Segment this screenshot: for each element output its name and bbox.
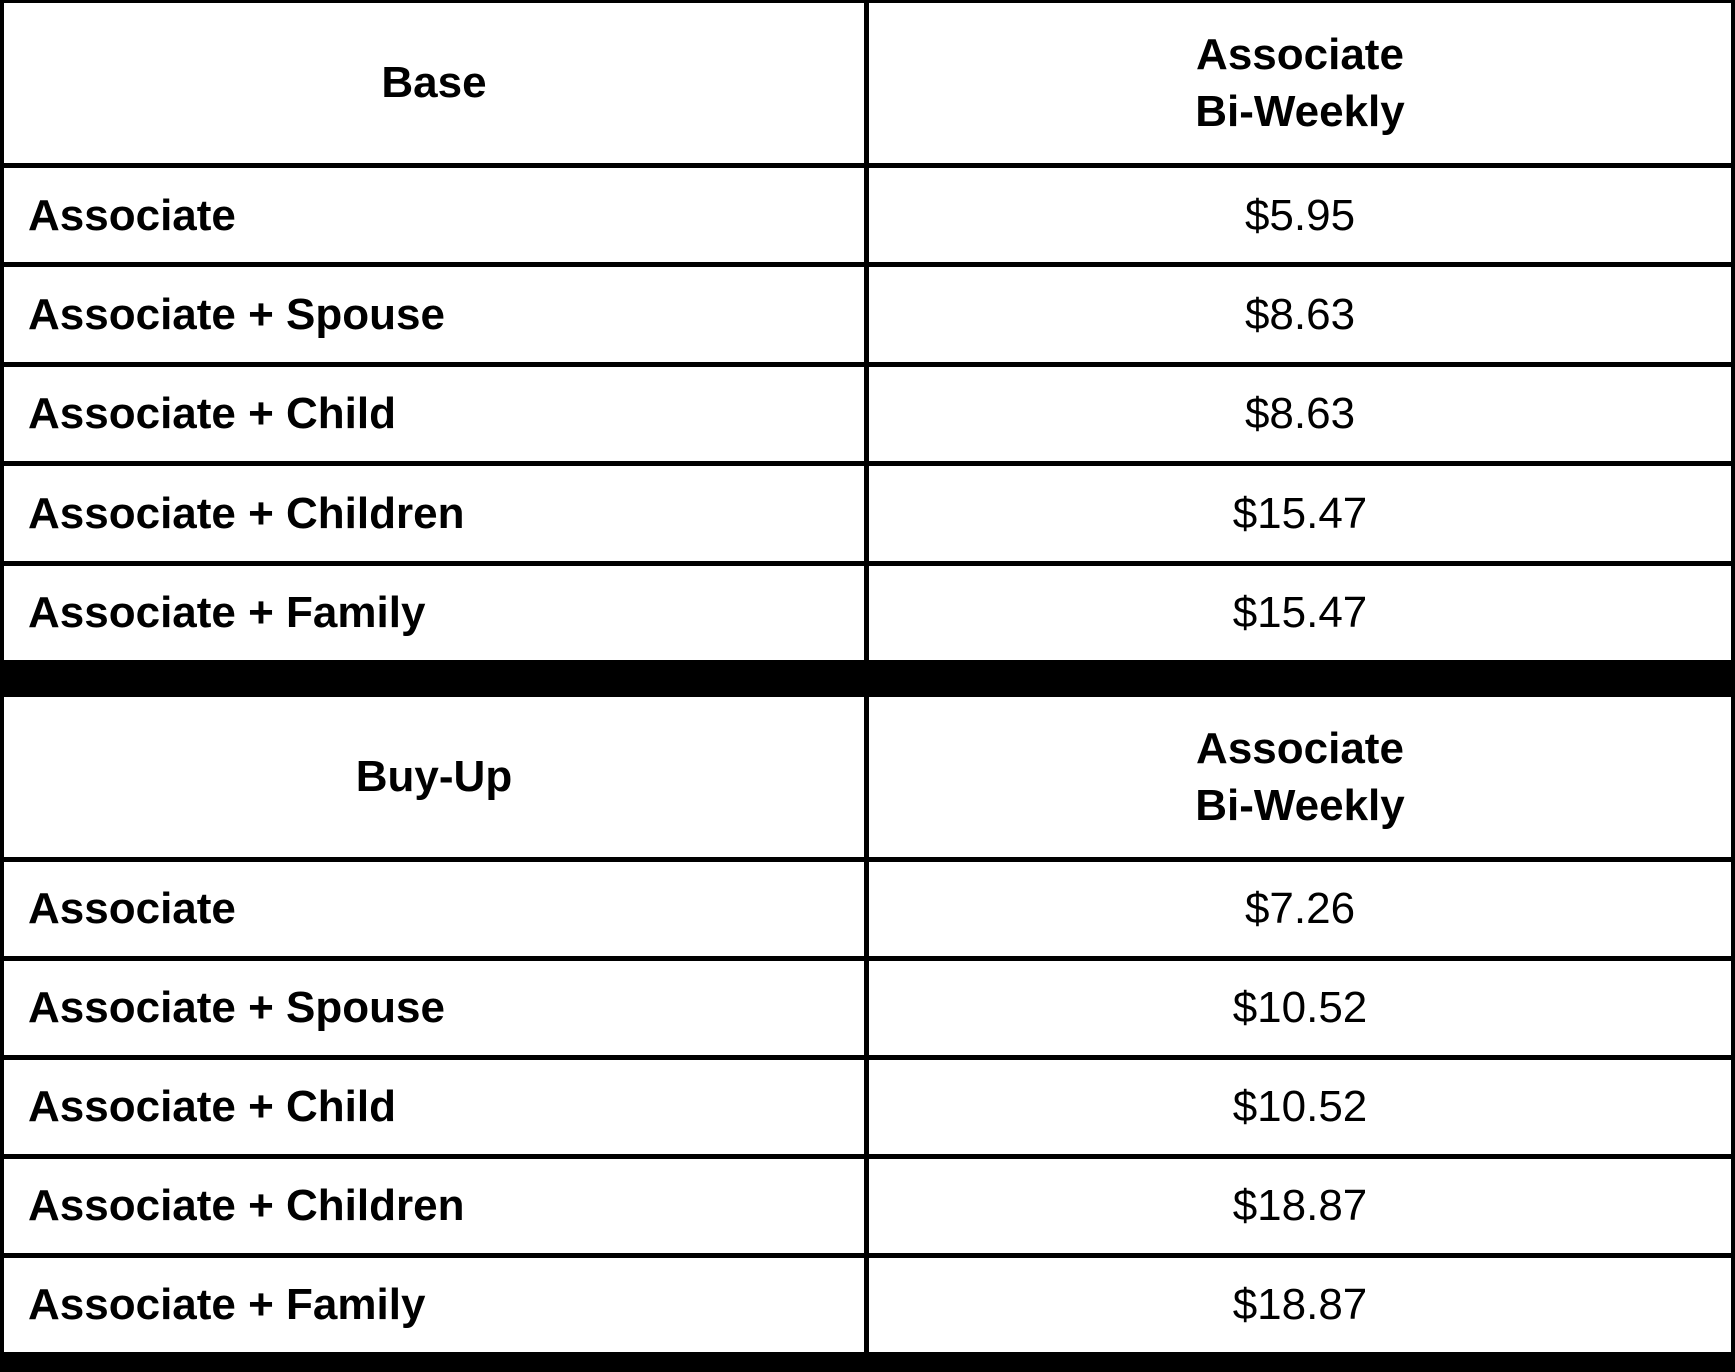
- base-rate-associate-children: $15.47: [869, 466, 1731, 561]
- table-divider-band: [0, 660, 1735, 697]
- base-plan-title: Base: [4, 3, 864, 163]
- buyup-rate-associate-spouse: $10.52: [869, 961, 1731, 1055]
- buyup-tier-associate-child: Associate + Child: [4, 1060, 864, 1154]
- buyup-tier-associate-children: Associate + Children: [4, 1159, 864, 1253]
- base-rate-associate-child: $8.63: [869, 366, 1731, 462]
- base-tier-associate-family: Associate + Family: [4, 565, 864, 660]
- base-tier-associate-children: Associate + Children: [4, 466, 864, 561]
- base-tier-associate-spouse: Associate + Spouse: [4, 267, 864, 362]
- bottom-border-band: [0, 1352, 1735, 1372]
- buyup-rate-associate-family: $18.87: [869, 1258, 1731, 1352]
- buyup-rate-associate-children: $18.87: [869, 1159, 1731, 1253]
- buyup-plan-title: Buy-Up: [4, 697, 864, 857]
- buyup-rate-header-line2: Bi-Weekly: [1195, 781, 1405, 830]
- buyup-tier-associate-spouse: Associate + Spouse: [4, 961, 864, 1055]
- base-rate-column-header: Associate Bi-Weekly: [869, 3, 1731, 163]
- base-rate-header-line1: Associate: [1196, 29, 1404, 79]
- buyup-rate-header-line1: Associate: [1196, 723, 1404, 773]
- base-tier-associate: Associate: [4, 168, 864, 263]
- buyup-tier-associate-family: Associate + Family: [4, 1258, 864, 1352]
- buyup-plan-table: Buy-Up Associate Bi-Weekly Associate $7.…: [0, 697, 1735, 1352]
- base-rate-associate-spouse: $8.63: [869, 267, 1731, 362]
- base-plan-table: Base Associate Bi-Weekly Associate $5.95…: [0, 0, 1735, 660]
- base-tier-associate-child: Associate + Child: [4, 366, 864, 462]
- buyup-rate-associate-child: $10.52: [869, 1060, 1731, 1154]
- base-rate-header-line2: Bi-Weekly: [1195, 87, 1405, 136]
- base-rate-associate-family: $15.47: [869, 565, 1731, 660]
- buyup-tier-associate: Associate: [4, 862, 864, 956]
- buyup-rate-column-header: Associate Bi-Weekly: [869, 697, 1731, 857]
- buyup-rate-associate: $7.26: [869, 862, 1731, 956]
- base-rate-associate: $5.95: [869, 168, 1731, 263]
